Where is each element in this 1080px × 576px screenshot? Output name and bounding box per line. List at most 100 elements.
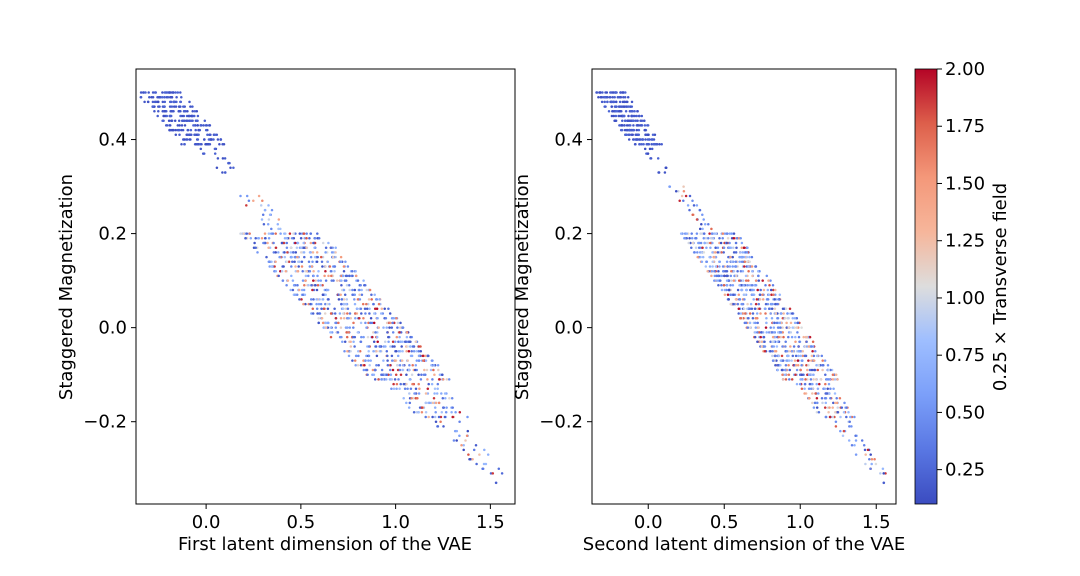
data-point (682, 185, 685, 188)
data-point (223, 157, 227, 160)
data-point (300, 288, 304, 292)
data-point (353, 288, 357, 292)
data-point (642, 142, 645, 146)
data-point (387, 307, 390, 311)
data-point (207, 138, 211, 141)
data-point (163, 100, 167, 104)
data-point (703, 222, 707, 226)
data-point (415, 349, 418, 353)
data-point (339, 255, 343, 259)
data-point (757, 279, 761, 282)
data-point (315, 298, 318, 301)
data-point (447, 378, 451, 381)
data-point (396, 368, 400, 372)
data-point (614, 114, 618, 118)
data-point (740, 288, 743, 292)
data-point (352, 321, 355, 325)
data-point (723, 293, 727, 296)
data-point (800, 364, 803, 367)
data-point (868, 458, 871, 461)
data-point (740, 241, 744, 245)
data-point (759, 335, 762, 339)
data-point (342, 302, 346, 306)
data-point (285, 260, 289, 264)
data-point (163, 105, 166, 108)
data-point (751, 269, 754, 273)
data-point (309, 232, 313, 235)
data-point (377, 326, 380, 329)
panel-1-x-axis-label: First latent dimension of the VAE (178, 534, 472, 555)
data-point (792, 345, 796, 348)
data-point (285, 246, 289, 249)
data-point (312, 241, 315, 245)
data-point (483, 448, 486, 452)
data-point (351, 288, 354, 292)
data-point (870, 462, 873, 466)
data-point (434, 420, 438, 423)
data-point (694, 246, 698, 249)
data-point (440, 373, 444, 376)
data-point (185, 138, 188, 141)
data-point (788, 307, 792, 311)
data-point (143, 100, 146, 104)
data-point (156, 100, 160, 104)
data-point (388, 326, 391, 329)
data-point (727, 279, 731, 282)
data-point (629, 124, 632, 127)
data-point (257, 237, 261, 240)
data-point (834, 411, 837, 414)
data-point (256, 251, 259, 254)
data-point (368, 307, 371, 311)
data-point (283, 237, 287, 240)
data-point (372, 312, 376, 315)
data-point (348, 326, 352, 329)
data-point (664, 166, 668, 170)
data-point (762, 335, 766, 339)
data-point (795, 382, 799, 386)
data-point (632, 124, 635, 127)
data-point (343, 279, 347, 282)
data-point (831, 415, 835, 419)
data-point (311, 260, 314, 264)
data-point (283, 232, 286, 235)
data-point (312, 269, 315, 273)
data-point (853, 415, 856, 419)
data-point (174, 105, 178, 108)
data-point (393, 359, 397, 362)
data-point (312, 298, 315, 301)
data-point (803, 382, 807, 386)
data-point (701, 255, 705, 259)
data-point (249, 237, 253, 240)
data-point (794, 335, 797, 339)
data-point (714, 251, 717, 254)
data-point (742, 284, 745, 287)
data-point (323, 312, 327, 315)
data-point (784, 345, 787, 348)
data-point (741, 302, 744, 306)
data-point (840, 406, 844, 409)
data-point (436, 425, 440, 428)
data-point (699, 241, 703, 245)
data-point (721, 265, 725, 268)
data-point (383, 373, 386, 376)
data-point (186, 110, 189, 113)
data-point (618, 100, 622, 104)
data-point (188, 100, 191, 104)
data-point (829, 396, 832, 400)
data-point (795, 316, 799, 320)
data-point (454, 411, 457, 414)
data-point (636, 119, 639, 122)
data-point (353, 359, 357, 362)
data-point (730, 279, 733, 282)
data-point (410, 354, 414, 358)
panel-2-points (595, 91, 887, 485)
data-point (823, 396, 827, 400)
data-point (794, 354, 798, 358)
data-point (768, 307, 771, 311)
data-point (274, 260, 277, 264)
data-point (341, 340, 344, 344)
data-point (706, 269, 709, 273)
data-point (644, 138, 647, 141)
data-point (805, 340, 808, 344)
data-point (482, 462, 486, 466)
